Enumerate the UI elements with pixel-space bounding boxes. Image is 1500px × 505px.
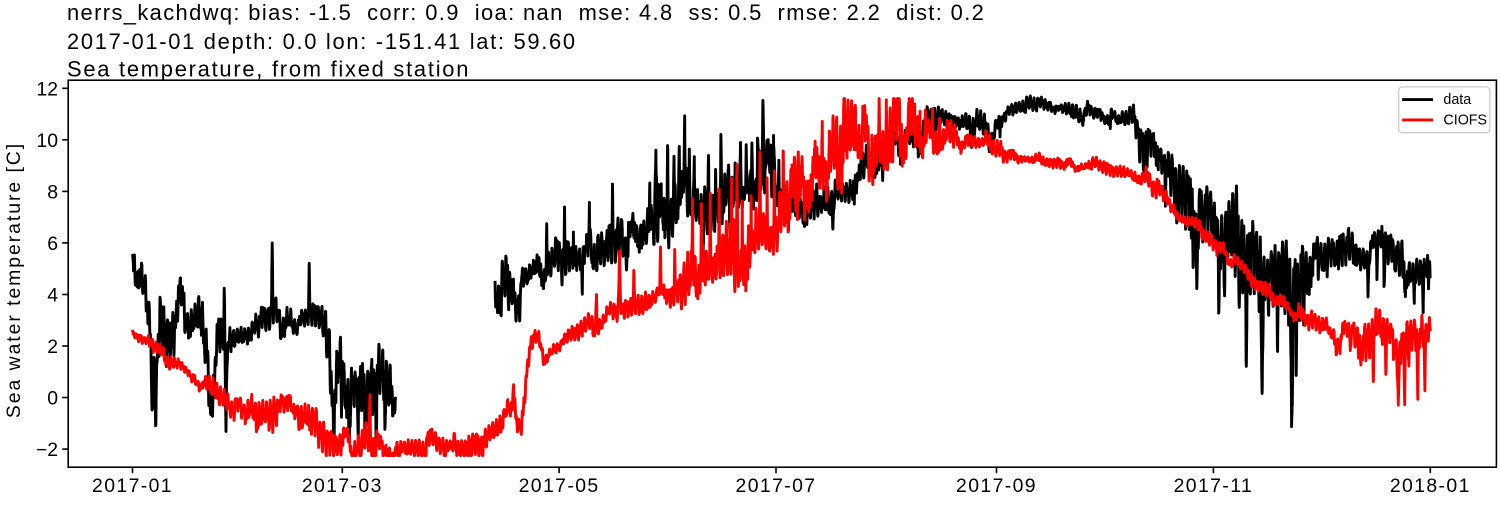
svg-text:2018-01: 2018-01 [1390, 475, 1471, 497]
svg-text:2017-09: 2017-09 [956, 475, 1037, 497]
svg-text:8: 8 [47, 181, 58, 203]
svg-text:−2: −2 [36, 439, 58, 461]
svg-text:nerrs_kachdwq: bias: -1.5 cor: nerrs_kachdwq: bias: -1.5 corr: 0.9 ioa:… [67, 0, 985, 25]
svg-text:2017-11: 2017-11 [1174, 475, 1254, 497]
svg-text:0: 0 [47, 388, 58, 410]
svg-text:CIOFS: CIOFS [1443, 113, 1487, 129]
svg-text:2017-07: 2017-07 [736, 475, 817, 497]
svg-text:2017-01: 2017-01 [92, 475, 173, 497]
svg-text:2017-01-01 depth: 0.0 lon: -15: 2017-01-01 depth: 0.0 lon: -151.41 lat: … [67, 29, 577, 54]
svg-text:Sea temperature, from fixed st: Sea temperature, from fixed station [67, 56, 470, 81]
svg-text:data: data [1443, 92, 1471, 108]
svg-text:10: 10 [36, 130, 58, 152]
svg-text:2017-03: 2017-03 [302, 475, 383, 497]
svg-text:12: 12 [36, 78, 58, 100]
svg-text:2017-05: 2017-05 [519, 475, 600, 497]
svg-text:Sea water temperature [C]: Sea water temperature [C] [3, 142, 25, 418]
svg-text:6: 6 [47, 233, 58, 255]
svg-text:4: 4 [47, 285, 58, 307]
svg-text:2: 2 [47, 336, 58, 358]
